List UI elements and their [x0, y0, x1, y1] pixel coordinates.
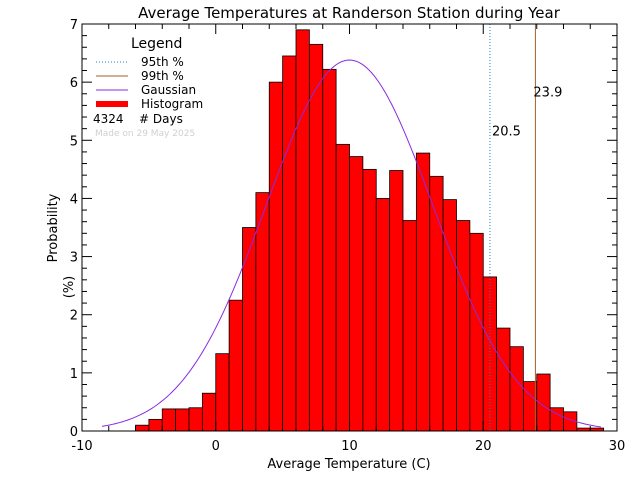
histogram-bar: [228, 299, 243, 432]
x-tick-label: 30: [609, 439, 626, 454]
histogram-bar: [148, 418, 163, 432]
legend-label-99: 99th %: [141, 69, 184, 83]
histogram-bar: [295, 29, 310, 432]
histogram-bar: [135, 424, 150, 432]
percentile-95-label: 20.5: [492, 125, 521, 140]
y-tick-label: 3: [70, 251, 78, 266]
histogram-bar: [282, 55, 297, 432]
histogram-bar: [442, 199, 457, 432]
y-tick-label: 4: [70, 192, 78, 207]
day-count-label: # Days: [139, 112, 183, 126]
histogram-bar: [389, 170, 404, 432]
y-tick-label: 5: [70, 134, 78, 149]
x-tick-label: -10: [71, 439, 92, 454]
gaussian-curve: [101, 59, 602, 428]
y-tick-label: 1: [70, 367, 78, 382]
histogram-bar: [175, 408, 190, 432]
percentile-99-label: 23.9: [533, 86, 562, 101]
x-tick-label: 0: [212, 439, 220, 454]
day-count-value: 4324: [93, 112, 124, 126]
histogram-bar: [215, 353, 230, 432]
histogram-bar: [402, 220, 417, 432]
y-tick-label: 6: [70, 76, 78, 91]
histogram-bar: [268, 81, 284, 432]
histogram-bar: [469, 232, 484, 432]
legend: Legend 95th % 99th % Gaussian Histogram …: [93, 36, 203, 139]
y-tick-label: 7: [70, 18, 78, 33]
histogram-bar: [362, 168, 377, 432]
histogram-bar: [242, 227, 257, 432]
histogram-bar: [161, 408, 177, 432]
y-tick-label: 0: [70, 425, 78, 440]
histogram-bar: [496, 327, 511, 432]
legend-title: Legend: [131, 36, 182, 52]
x-tick-label: 10: [341, 439, 358, 454]
histogram-bar: [322, 68, 337, 432]
histogram-bar: [456, 220, 471, 432]
chart-title: Average Temperatures at Randerson Statio…: [138, 4, 561, 22]
credit-text: Made on 29 May 2025: [95, 129, 195, 139]
x-axis-label: Average Temperature (C): [267, 457, 430, 472]
histogram-bar: [349, 156, 364, 432]
legend-label-95: 95th %: [141, 55, 184, 69]
histogram-bars: [135, 29, 605, 432]
histogram-bar: [509, 346, 524, 432]
legend-label-gaussian: Gaussian: [141, 83, 196, 97]
y-axis-label-line1: Probability: [46, 193, 61, 262]
histogram-bar: [415, 152, 431, 432]
histogram-bar: [188, 407, 203, 432]
legend-label-histogram: Histogram: [141, 97, 203, 111]
y-tick-label: 2: [70, 309, 78, 324]
histogram-bar: [375, 198, 391, 432]
x-tick-label: 20: [475, 439, 492, 454]
y-axis-label-line2: (%): [62, 276, 77, 299]
histogram-bar: [522, 381, 538, 432]
histogram-bar: [308, 43, 324, 432]
histogram-bar: [201, 392, 217, 432]
legend-swatch-histogram: [96, 101, 128, 107]
histogram-bar: [335, 143, 350, 432]
